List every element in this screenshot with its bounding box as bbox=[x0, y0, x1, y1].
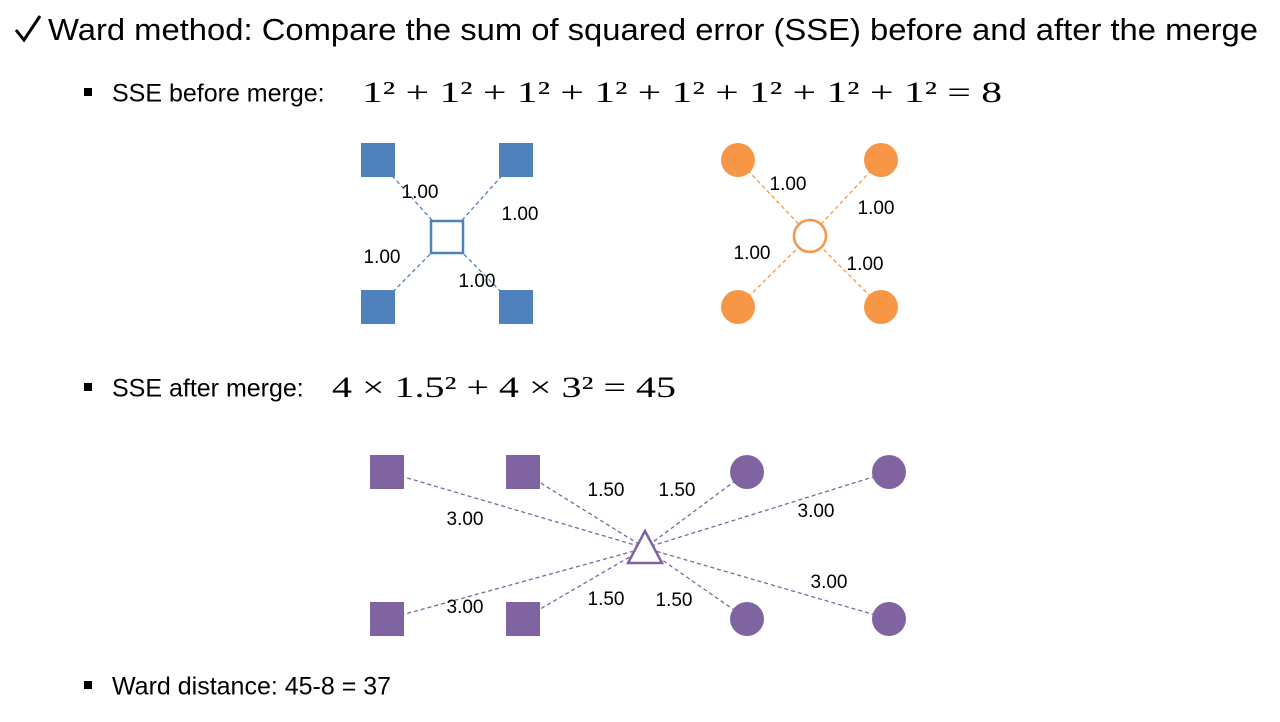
purple-links bbox=[386, 471, 890, 620]
section-label: Ward distance: 45-8 = 37 bbox=[112, 673, 391, 701]
purple-points bbox=[370, 455, 906, 636]
distance-label: 1.50 bbox=[588, 480, 625, 501]
bullet bbox=[84, 88, 92, 96]
check-icon bbox=[14, 15, 42, 43]
bullet bbox=[84, 383, 92, 391]
distance-label: 1.00 bbox=[858, 198, 895, 219]
distance-label: 1.50 bbox=[588, 589, 625, 610]
orange-centroid bbox=[792, 218, 828, 254]
distance-label: 3.00 bbox=[798, 501, 835, 522]
distance-label: 3.00 bbox=[447, 597, 484, 618]
distance-label: 1.50 bbox=[659, 480, 696, 501]
distance-label: 1.00 bbox=[847, 254, 884, 275]
distance-label: 3.00 bbox=[447, 509, 484, 530]
blue-points bbox=[361, 143, 533, 324]
distance-label: 1.00 bbox=[402, 182, 439, 203]
distance-label: 1.00 bbox=[770, 174, 807, 195]
distance-label: 1.00 bbox=[502, 204, 539, 225]
blue-centroid bbox=[429, 219, 465, 255]
distance-label: 1.00 bbox=[734, 243, 771, 264]
bullet bbox=[84, 681, 92, 689]
distance-label: 1.00 bbox=[459, 271, 496, 292]
orange-points bbox=[721, 143, 898, 324]
formula: 4 × 1.5² + 4 × 3² = 45 bbox=[332, 371, 676, 404]
distance-label: 1.00 bbox=[364, 247, 401, 268]
section-label: SSE after merge: bbox=[112, 375, 304, 403]
merged-centroid bbox=[625, 528, 665, 565]
distance-label: 1.50 bbox=[656, 590, 693, 611]
distance-label: 3.00 bbox=[811, 572, 848, 593]
section-label: SSE before merge: bbox=[112, 80, 325, 108]
formula: 1² + 1² + 1² + 1² + 1² + 1² + 1² + 1² = … bbox=[362, 76, 1002, 109]
title: Ward method: Compare the sum of squared … bbox=[48, 12, 1258, 47]
